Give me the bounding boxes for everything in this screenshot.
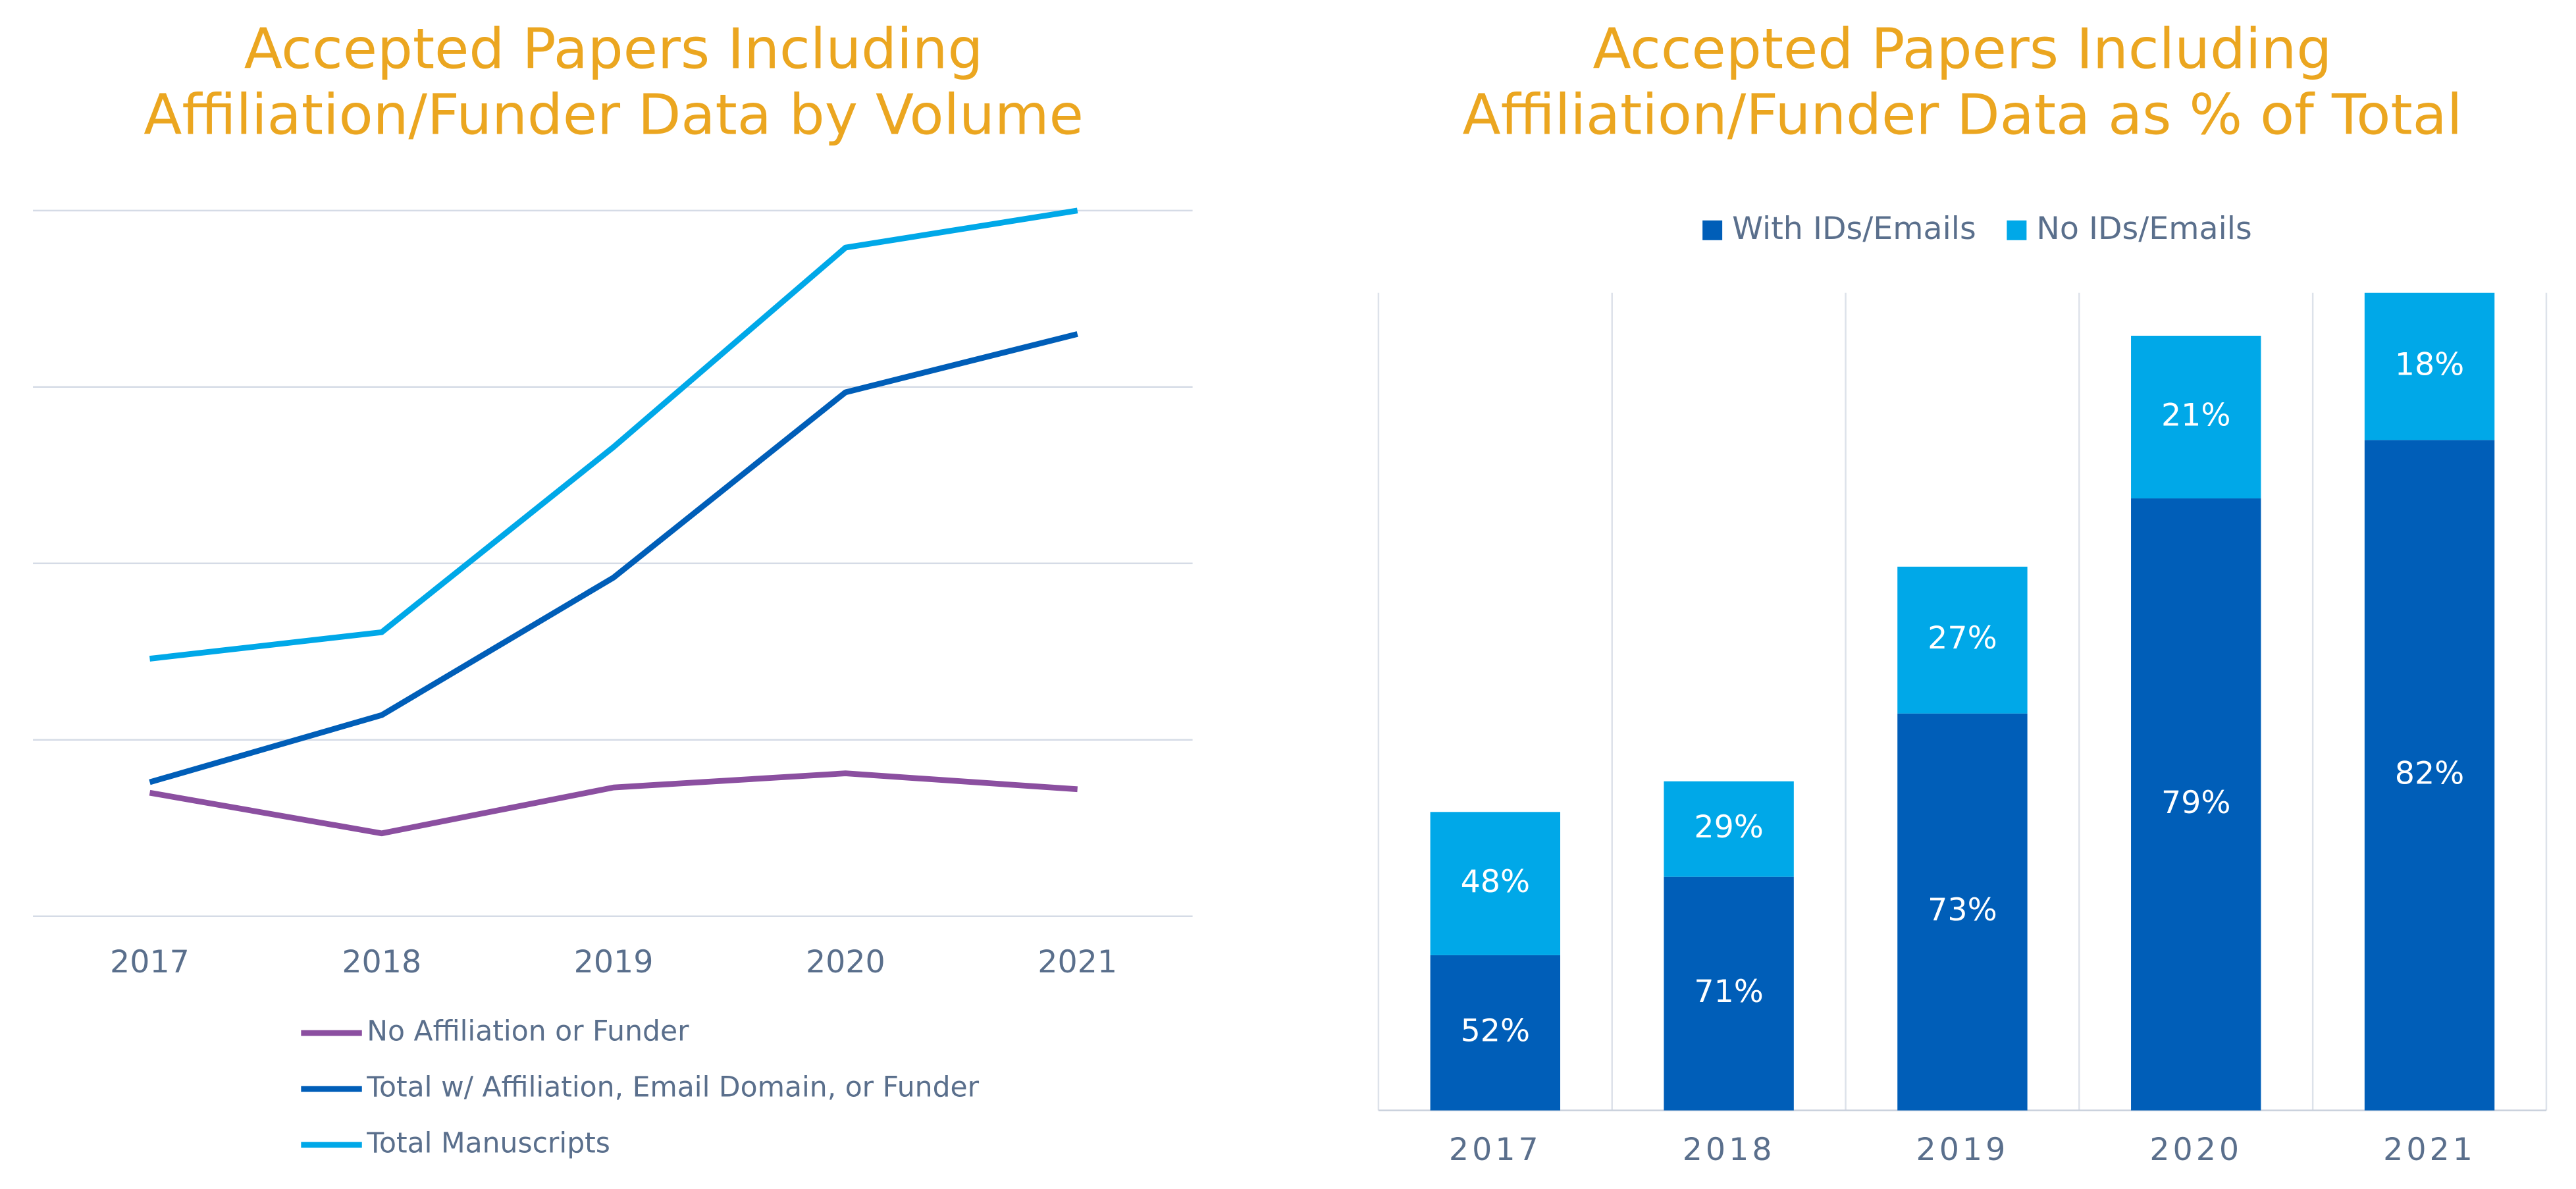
- x-tick-label: 2017: [1449, 1132, 1542, 1168]
- data-label: 73%: [1928, 892, 1997, 928]
- x-tick-label: 2021: [2383, 1132, 2476, 1168]
- legend-label: With IDs/Emails: [1732, 211, 1976, 247]
- bar-segment: [1430, 955, 1561, 1111]
- legend-label: No Affiliation or Funder: [367, 1016, 689, 1048]
- legend-swatch: [2007, 220, 2027, 240]
- data-label: 29%: [1694, 809, 1764, 845]
- bar-segment: [2364, 292, 2495, 440]
- data-label: 79%: [2161, 785, 2231, 821]
- data-label: 18%: [2395, 347, 2465, 383]
- data-label: 27%: [1928, 620, 1997, 656]
- bar-segment: [2364, 440, 2495, 1111]
- series-line: [149, 207, 1078, 662]
- chart-title: Affiliation/Funder Data as % of Total: [1463, 82, 2463, 147]
- legend-label: Total w/ Affiliation, Email Domain, or F…: [366, 1072, 979, 1104]
- bar-segment: [2131, 335, 2261, 499]
- x-tick-label: 2017: [110, 944, 190, 980]
- chart-title: Affiliation/Funder Data by Volume: [144, 82, 1084, 147]
- legend-label: No IDs/Emails: [2036, 211, 2251, 247]
- legend-swatch: [1702, 220, 1723, 240]
- bar-segment: [1664, 876, 1794, 1111]
- data-label: 52%: [1461, 1013, 1531, 1049]
- series-line: [149, 770, 1078, 837]
- series-line: [149, 331, 1078, 785]
- data-label: 48%: [1461, 864, 1531, 900]
- x-tick-label: 2018: [1683, 1132, 1775, 1168]
- x-tick-label: 2021: [1038, 944, 1117, 980]
- bar-segment: [1430, 812, 1561, 955]
- data-label: 82%: [2395, 755, 2465, 791]
- x-tick-label: 2019: [574, 944, 654, 980]
- bar-segment: [1664, 781, 1794, 877]
- legend-label: Total Manuscripts: [366, 1128, 610, 1160]
- bar-segment: [1897, 566, 2028, 714]
- x-tick-label: 2018: [342, 944, 421, 980]
- bar-segment: [1897, 713, 2028, 1111]
- x-tick-label: 2020: [2149, 1132, 2242, 1168]
- x-tick-label: 2019: [1916, 1132, 2009, 1168]
- x-tick-label: 2020: [806, 944, 885, 980]
- chart-title: Accepted Papers Including: [244, 16, 984, 82]
- data-label: 21%: [2161, 397, 2231, 433]
- bar-segment: [2131, 498, 2261, 1111]
- chart-title: Accepted Papers Including: [1593, 16, 2332, 82]
- data-label: 71%: [1694, 974, 1764, 1010]
